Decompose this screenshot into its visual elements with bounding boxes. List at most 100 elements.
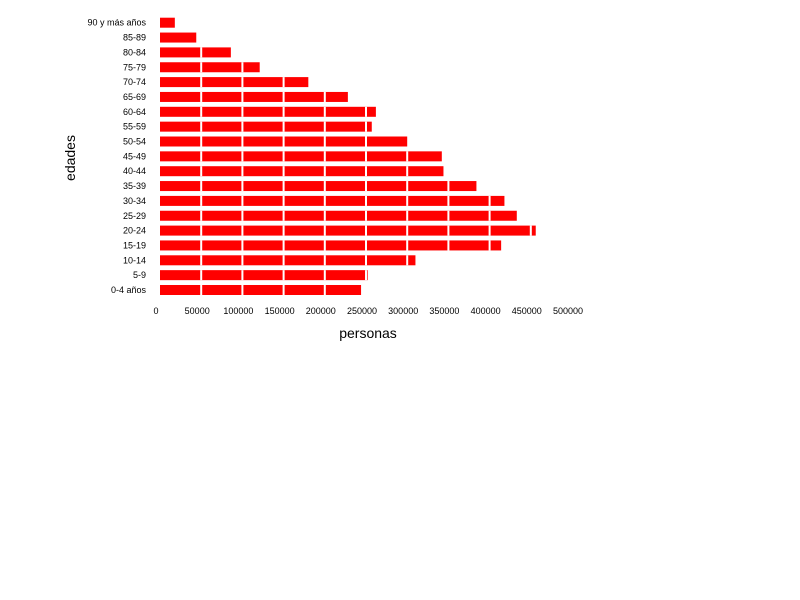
- bar-divider: [323, 225, 326, 236]
- bar-divider: [488, 240, 491, 251]
- bar-divider: [241, 240, 244, 251]
- bar-5: [160, 210, 517, 221]
- bar-divider: [365, 136, 367, 147]
- bar-divider: [488, 225, 491, 236]
- bar-4: [160, 225, 536, 236]
- x-tick-label: 50000: [185, 306, 210, 316]
- bar-divider: [323, 181, 326, 192]
- bar-divider: [365, 255, 367, 266]
- bar-divider: [323, 121, 326, 132]
- category-label: 85-89: [123, 33, 146, 43]
- bar-divider: [406, 255, 409, 266]
- x-tick-label: 350000: [429, 306, 459, 316]
- category-label: 25-29: [123, 211, 146, 221]
- bar-divider: [365, 121, 367, 132]
- bar-divider: [241, 285, 244, 295]
- bar-divider: [282, 151, 285, 162]
- bar-divider: [282, 121, 285, 132]
- bar-divider: [447, 210, 450, 221]
- bar-divider: [241, 270, 244, 281]
- bar-divider: [200, 62, 203, 73]
- bar-divider: [241, 77, 244, 88]
- bar-divider: [365, 151, 367, 162]
- bar-divider: [241, 121, 244, 132]
- bar-divider: [365, 106, 367, 117]
- category-label: 35-39: [123, 181, 146, 191]
- bar-divider: [488, 195, 491, 206]
- bar-divider: [282, 285, 285, 295]
- bar-0: [160, 285, 362, 295]
- category-label: 15-19: [123, 240, 146, 250]
- bar-divider: [241, 255, 244, 266]
- category-label: 45-49: [123, 151, 146, 161]
- bar-divider: [200, 77, 203, 88]
- bar-divider: [200, 121, 203, 132]
- category-label: 5-9: [133, 270, 146, 280]
- category-label: 50-54: [123, 137, 146, 147]
- bar-divider: [406, 195, 409, 206]
- bar-divider: [447, 181, 450, 192]
- bar-divider: [447, 195, 450, 206]
- x-tick-label: 250000: [347, 306, 377, 316]
- x-tick-label: 150000: [265, 306, 295, 316]
- category-label: 65-69: [123, 92, 146, 102]
- bar-divider: [447, 240, 450, 251]
- bar-divider: [323, 255, 326, 266]
- x-tick-label: 300000: [388, 306, 418, 316]
- bar-divider: [282, 270, 285, 281]
- bar-divider: [282, 195, 285, 206]
- bar-divider: [406, 225, 409, 236]
- bar-divider: [200, 166, 203, 177]
- bar-divider: [529, 225, 532, 236]
- x-axis-title: personas: [339, 325, 397, 341]
- bar-14: [160, 77, 309, 88]
- bar-divider: [282, 225, 285, 236]
- bar-13: [160, 91, 348, 102]
- bar-divider: [282, 91, 285, 102]
- bar-divider: [241, 166, 244, 177]
- bar-divider: [365, 195, 367, 206]
- bar-6: [160, 195, 505, 206]
- bar-divider: [241, 210, 244, 221]
- category-label: 80-84: [123, 47, 146, 57]
- bar-divider: [406, 181, 409, 192]
- bar-divider: [282, 181, 285, 192]
- bar-divider: [323, 285, 326, 295]
- x-tick-label: 400000: [471, 306, 501, 316]
- bar-divider: [200, 47, 203, 58]
- bar-divider: [282, 166, 285, 177]
- x-tick-label: 450000: [512, 306, 542, 316]
- bar-divider: [282, 77, 285, 88]
- bar-divider: [200, 91, 203, 102]
- category-label: 40-44: [123, 166, 146, 176]
- bars-group: [160, 17, 536, 295]
- bar-divider: [200, 225, 203, 236]
- category-label: 70-74: [123, 77, 146, 87]
- bar-divider: [241, 181, 244, 192]
- bar-1: [160, 270, 368, 281]
- bar-divider: [488, 210, 491, 221]
- bar-divider: [406, 151, 409, 162]
- category-label: 90 y más años: [87, 18, 146, 28]
- bar-divider: [241, 195, 244, 206]
- category-label: 0-4 años: [111, 285, 147, 295]
- category-label: 20-24: [123, 226, 146, 236]
- bar-divider: [323, 136, 326, 147]
- bar-divider: [323, 195, 326, 206]
- bar-16: [160, 47, 231, 58]
- category-label: 60-64: [123, 107, 146, 117]
- bar-divider: [323, 270, 326, 281]
- bar-divider: [406, 210, 409, 221]
- bar-18: [160, 17, 175, 28]
- bar-divider: [323, 91, 326, 102]
- bar-divider: [200, 181, 203, 192]
- bar-2: [160, 255, 416, 266]
- bar-3: [160, 240, 502, 251]
- bar-11: [160, 121, 372, 132]
- x-tick-label: 500000: [553, 306, 583, 316]
- bar-divider: [241, 136, 244, 147]
- bar-9: [160, 151, 442, 162]
- bar-divider: [282, 106, 285, 117]
- bar-7: [160, 181, 477, 192]
